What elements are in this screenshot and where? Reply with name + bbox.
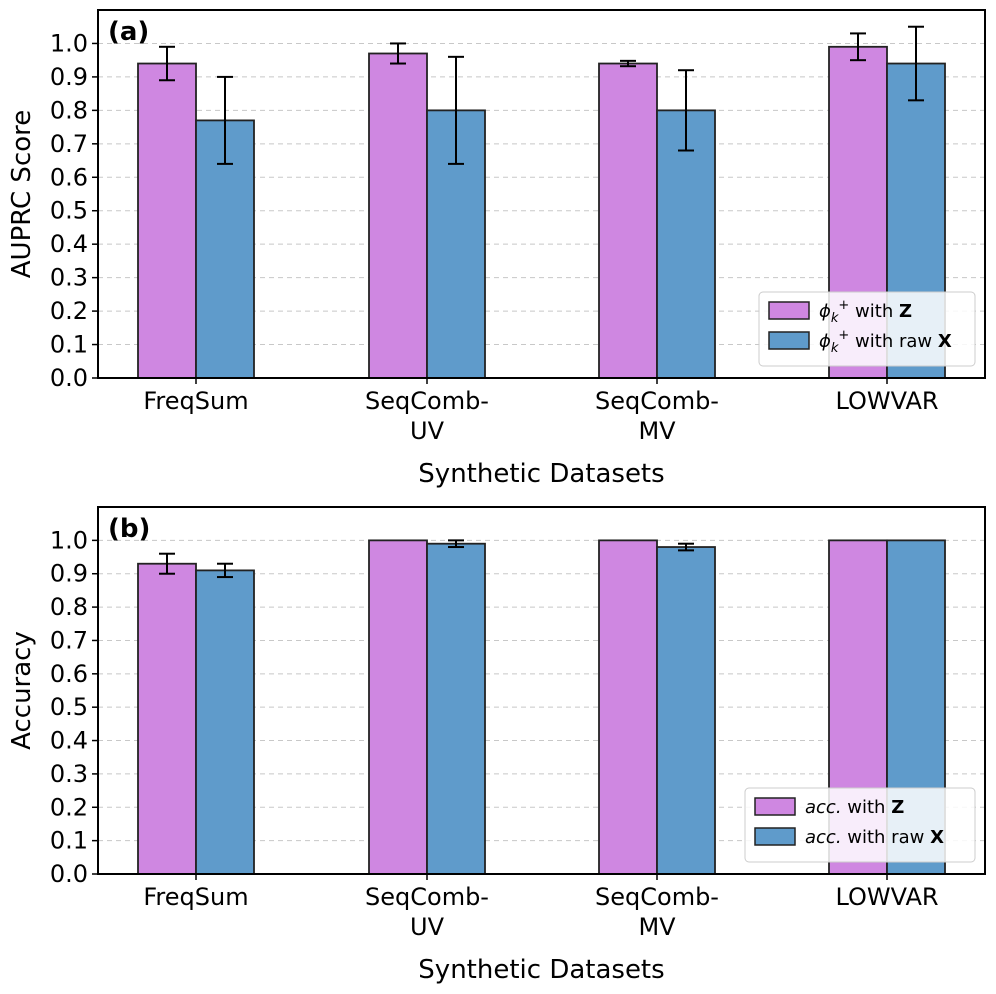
y-tick-label: 1.0 — [50, 526, 88, 554]
legend-symbol: ϕ — [819, 301, 831, 322]
bar — [656, 546, 716, 875]
bar — [137, 62, 197, 379]
panel-b: 0.0 0.1 0.2 0.3 0.4 0.5 0.6 0.7 0.8 0.9 1.0 FreqSum… — [7, 506, 986, 985]
legend-bold: X — [930, 827, 944, 848]
bar — [368, 52, 428, 379]
y-tick-label: 0.4 — [50, 230, 88, 258]
legend-bold: Z — [899, 301, 912, 322]
legend-frame — [744, 787, 976, 863]
y-tick-label: 0.1 — [50, 331, 88, 359]
x-tick-label: LOWVAR — [835, 387, 938, 415]
y-tick-label: 0.8 — [50, 96, 88, 124]
bar — [598, 62, 658, 379]
x-tick-label: FreqSum — [143, 387, 248, 415]
bar — [368, 539, 428, 875]
y-tick-label: 0.5 — [50, 197, 88, 225]
x-tick-label-line: LOWVAR — [835, 387, 938, 415]
legend-swatch — [768, 301, 810, 320]
y-tick-label: 0.4 — [50, 727, 88, 755]
bar — [137, 562, 197, 875]
y-axis-label: Accuracy — [7, 631, 37, 750]
axes-frame — [97, 9, 986, 379]
x-tick-label: SeqComb-MV — [595, 883, 719, 941]
legend-label: acc. with raw X — [805, 827, 944, 848]
bar — [195, 569, 255, 875]
legend-label: ϕk+ with raw X — [819, 328, 952, 356]
legend-swatch — [754, 827, 796, 846]
y-tick-label: 0.6 — [50, 660, 88, 688]
x-tick-label: SeqComb-MV — [595, 387, 719, 445]
panel-label: (b) — [108, 514, 150, 544]
y-tick-label: 0.6 — [50, 163, 88, 191]
y-tick-label: 0.7 — [50, 626, 88, 654]
x-tick-label: SeqComb-UV — [365, 883, 489, 941]
x-tick-label: FreqSum — [143, 883, 248, 911]
y-tick-label: 1.0 — [50, 29, 88, 57]
x-tick-label-line: UV — [410, 913, 445, 941]
x-tick-label-line: UV — [410, 417, 445, 445]
x-tick-label-line: SeqComb- — [365, 387, 489, 415]
x-tick-label-line: SeqComb- — [595, 883, 719, 911]
y-tick-label: 0.0 — [50, 364, 88, 392]
legend-text: with raw — [842, 827, 931, 848]
x-tick-label-line: LOWVAR — [835, 883, 938, 911]
y-tick-label: 0.1 — [50, 827, 88, 855]
legend-bold: Z — [891, 797, 904, 818]
x-axis-label: Synthetic Datasets — [418, 459, 664, 489]
bar — [598, 539, 658, 875]
legend-superscript: + — [838, 328, 849, 343]
y-tick-label: 0.9 — [50, 63, 88, 91]
bar — [426, 542, 486, 875]
axes-frame — [97, 506, 986, 875]
y-tick-label: 0.2 — [50, 793, 88, 821]
legend-swatch — [754, 797, 796, 816]
legend-superscript: + — [838, 298, 849, 313]
panel-label: (a) — [108, 17, 149, 47]
legend-bold: X — [938, 331, 952, 352]
x-tick-label-line: FreqSum — [143, 883, 248, 911]
x-tick-label: LOWVAR — [835, 883, 938, 911]
y-tick-label: 0.7 — [50, 130, 88, 158]
legend-symbol: acc. — [805, 797, 842, 818]
legend-text: with raw — [849, 331, 938, 352]
y-tick-label: 0.3 — [50, 264, 88, 292]
legend: ϕk+ with Zϕk+ with raw X — [758, 291, 976, 367]
y-tick-label: 0.8 — [50, 593, 88, 621]
x-axis-label: Synthetic Datasets — [418, 955, 664, 985]
legend-label: acc. with Z — [805, 797, 904, 818]
legend-text: with — [849, 301, 899, 322]
x-tick-label: SeqComb-UV — [365, 387, 489, 445]
x-tick-label-line: MV — [638, 417, 676, 445]
legend-frame — [758, 291, 976, 367]
y-tick-label: 0.5 — [50, 693, 88, 721]
x-tick-label-line: FreqSum — [143, 387, 248, 415]
legend-symbol: acc. — [805, 827, 842, 848]
y-tick-label: 0.2 — [50, 297, 88, 325]
y-axis-label: AUPRC Score — [7, 110, 37, 279]
panel-a: 0.0 0.1 0.2 0.3 0.4 0.5 0.6 0.7 0.8 0.9 1.0 FreqSum… — [7, 9, 986, 489]
legend-symbol: ϕ — [819, 331, 831, 352]
legend-subscript: k — [831, 341, 839, 356]
legend-label: ϕk+ with Z — [819, 298, 912, 326]
y-tick-label: 0.0 — [50, 860, 88, 888]
x-tick-label-line: SeqComb- — [595, 387, 719, 415]
x-tick-label-line: SeqComb- — [365, 883, 489, 911]
y-tick-label: 0.3 — [50, 760, 88, 788]
legend-text: with — [842, 797, 892, 818]
legend-subscript: k — [831, 311, 839, 326]
y-tick-label: 0.9 — [50, 560, 88, 588]
x-tick-label-line: MV — [638, 913, 676, 941]
legend-swatch — [768, 331, 810, 350]
